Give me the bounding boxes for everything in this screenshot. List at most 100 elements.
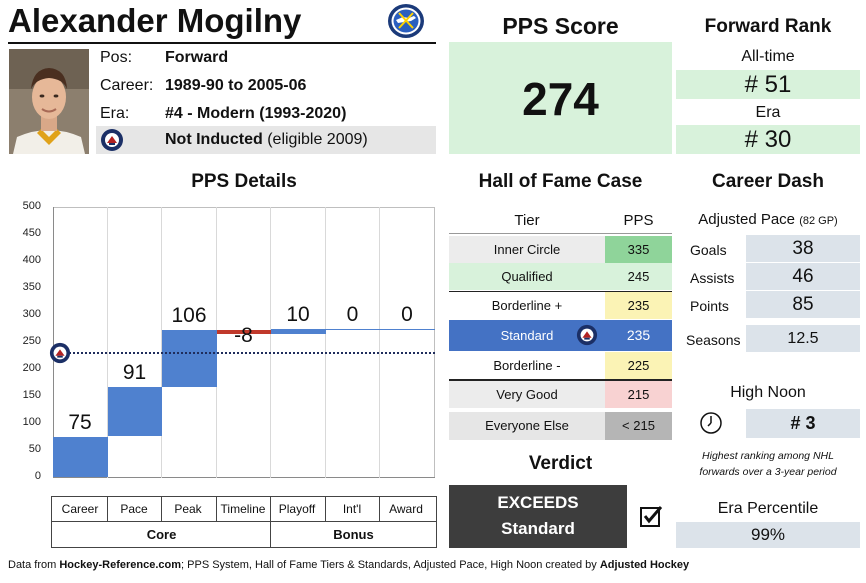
forward-rank-title: Forward Rank xyxy=(704,16,832,37)
hockey-hof-icon xyxy=(101,129,123,151)
pps-score-value: 274 xyxy=(522,73,599,125)
verdict-title: Verdict xyxy=(528,453,593,474)
bar-value-label: 75 xyxy=(68,410,92,434)
chart-gridline xyxy=(379,207,380,478)
tier-row-qualified: Qualified 245 xyxy=(449,263,672,290)
tier-row-inner-circle: Inner Circle 335 xyxy=(449,236,672,263)
category-table-divider xyxy=(51,521,437,522)
seasons-value: 12.5 xyxy=(746,325,860,352)
tier-row-very-good: Very Good 215 xyxy=(449,381,672,408)
high-noon-title: High Noon xyxy=(730,384,806,401)
bar-intl xyxy=(325,329,380,331)
tier-pps: < 215 xyxy=(605,412,672,440)
alltime-rank-value: # 51 xyxy=(676,70,860,99)
chart-gridline xyxy=(107,207,108,478)
category-divider xyxy=(270,496,271,548)
chart-y-axis xyxy=(53,207,54,478)
goals-value: 38 xyxy=(746,235,860,262)
bar-peak xyxy=(162,330,217,388)
category-playoff: Playoff xyxy=(278,502,316,516)
bar-value-label: 10 xyxy=(286,303,310,327)
team-logo-icon xyxy=(388,4,424,38)
y-tick-label: 0 xyxy=(34,470,41,482)
points-label: Points xyxy=(690,298,729,314)
era-label: Era: xyxy=(100,105,130,122)
hof-eligible-text: (eligible 2009) xyxy=(267,131,368,148)
hof-status: Not Inducted (eligible 2009) xyxy=(165,131,368,149)
alltime-rank-label: All-time xyxy=(741,48,795,65)
chart-gridline xyxy=(216,207,217,478)
tier-name: Qualified xyxy=(449,263,605,290)
chart-gridline xyxy=(161,207,162,478)
era-percentile-value: 99% xyxy=(676,522,860,548)
footer-credits: Data from Hockey-Reference.com; PPS Syst… xyxy=(8,559,689,571)
category-divider xyxy=(325,496,326,521)
tier-name: Borderline - xyxy=(449,352,605,379)
category-divider xyxy=(107,496,108,521)
bar-value-label: 0 xyxy=(401,303,413,327)
tier-name: Borderline + xyxy=(449,292,605,319)
tier-row-borderline-plus: Borderline + 235 xyxy=(449,292,672,319)
seasons-label: Seasons xyxy=(686,332,741,348)
player-name: Alexander Mogilny xyxy=(8,2,302,39)
category-timeline: Timeline xyxy=(220,502,266,516)
tier-name: Very Good xyxy=(449,381,605,408)
tier-pps: 225 xyxy=(605,352,672,379)
career-value: 1989-90 to 2005-06 xyxy=(165,77,307,94)
verdict-line1: EXCEEDS xyxy=(497,493,579,512)
y-tick-label: 50 xyxy=(28,443,41,455)
tier-pps: 235 xyxy=(626,327,651,343)
bar-pace xyxy=(107,387,162,437)
tier-column-header: Tier xyxy=(514,212,540,229)
high-noon-note-line2: forwards over a 3-year period xyxy=(699,466,837,478)
tier-row-standard: Standard 235 xyxy=(449,320,672,351)
bar-award xyxy=(380,329,435,331)
adjusted-pace-heading: Adjusted Pace (82 GP) xyxy=(676,211,860,228)
hof-header-rule xyxy=(449,233,672,234)
footer-text: Data from xyxy=(8,559,60,571)
tier-name: Everyone Else xyxy=(449,412,605,440)
category-pace: Pace xyxy=(120,502,148,516)
verdict-box: EXCEEDS Standard xyxy=(449,485,627,548)
points-value: 85 xyxy=(746,291,860,318)
category-intl: Int'l xyxy=(342,502,362,516)
bar-playoff xyxy=(271,329,326,335)
name-divider xyxy=(8,42,436,44)
hockey-hof-icon xyxy=(49,342,71,363)
y-tick-label: 250 xyxy=(22,335,41,347)
hockey-hof-icon xyxy=(576,324,598,346)
bar-value-label: 106 xyxy=(171,304,207,328)
assists-label: Assists xyxy=(690,270,735,286)
y-tick-label: 300 xyxy=(22,308,41,320)
career-label: Career: xyxy=(100,77,154,94)
bar-value-label: -8 xyxy=(234,324,253,348)
pps-score-title: PPS Score xyxy=(502,13,619,39)
footer-source-link: Hockey-Reference.com xyxy=(59,559,182,571)
hof-case-title: Hall of Fame Case xyxy=(478,171,643,192)
high-noon-note: Highest ranking among NHL forwards over … xyxy=(676,448,860,480)
high-noon-value: # 3 xyxy=(746,409,860,438)
era-rank-value: # 30 xyxy=(676,125,860,154)
y-tick-label: 200 xyxy=(22,362,41,374)
footer-creator: Adjusted Hockey xyxy=(599,559,690,571)
category-divider xyxy=(161,496,162,521)
category-peak: Peak xyxy=(174,502,202,516)
position-label: Pos: xyxy=(100,49,133,66)
y-tick-label: 400 xyxy=(22,254,41,266)
high-noon-note-line1: Highest ranking among NHL xyxy=(702,450,834,462)
pps-score-box xyxy=(449,42,672,154)
checkbox-checked-icon xyxy=(640,506,663,527)
category-career: Career xyxy=(61,502,99,516)
position-value: Forward xyxy=(165,49,229,66)
y-tick-label: 450 xyxy=(22,227,41,239)
tier-pps: 215 xyxy=(605,381,672,408)
goals-label: Goals xyxy=(690,242,727,258)
era-value: #4 - Modern (1993-2020) xyxy=(165,105,347,122)
clock-icon xyxy=(700,412,722,434)
y-tick-label: 100 xyxy=(22,416,41,428)
bar-timeline xyxy=(216,330,271,335)
hof-standard-line xyxy=(62,351,435,354)
tier-name: Inner Circle xyxy=(449,236,605,263)
career-dash-title: Career Dash xyxy=(712,171,824,192)
tier-pps: 235 xyxy=(605,292,672,319)
